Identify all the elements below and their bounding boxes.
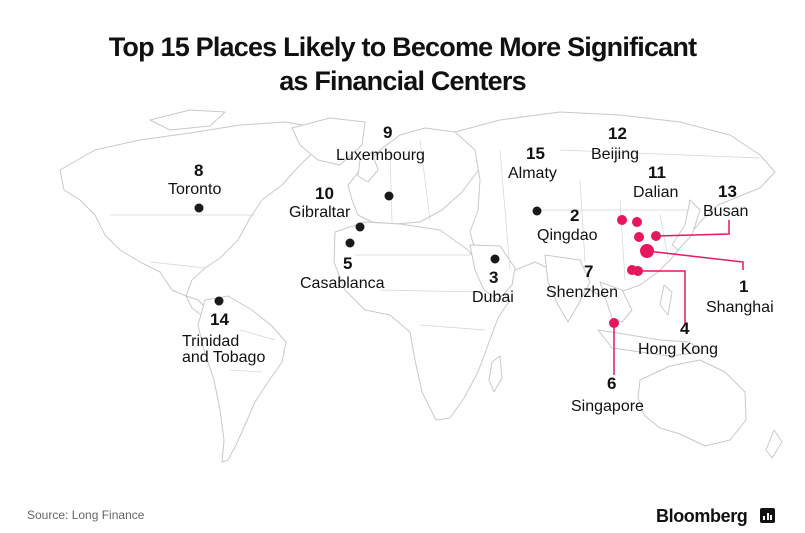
city-label-1: Shanghai <box>706 299 774 316</box>
rank-label-6: 6 <box>607 374 616 393</box>
land-australia <box>637 359 747 447</box>
city-label-14-line1: Trinidad <box>182 333 239 350</box>
rank-label-13: 13 <box>718 182 737 201</box>
land-europe <box>347 127 481 225</box>
marker-10 <box>355 222 365 232</box>
land-british-isles <box>357 151 379 183</box>
marker-15 <box>532 206 542 216</box>
marker-6 <box>609 318 619 328</box>
place-markers: 1 Shanghai 2 Qingdao 3 Dubai 4 Hong Kong 5 Casabl… <box>168 123 774 415</box>
land-philippines <box>659 284 673 316</box>
marker-5 <box>345 238 355 248</box>
city-label-15: Almaty <box>508 165 557 182</box>
rank-label-2: 2 <box>570 206 579 225</box>
city-label-11: Dalian <box>633 184 678 201</box>
land-arctic-islands <box>149 109 226 131</box>
city-label-12: Beijing <box>591 146 639 163</box>
land-masses <box>59 109 783 463</box>
rank-label-12: 12 <box>608 124 627 143</box>
city-label-9: Luxembourg <box>336 147 425 164</box>
marker-7 <box>627 265 637 275</box>
city-label-5: Casablanca <box>300 275 385 292</box>
rank-label-9: 9 <box>383 123 392 142</box>
marker-3 <box>490 254 500 264</box>
land-africa <box>333 221 511 421</box>
source-note: Source: Long Finance <box>27 508 145 522</box>
land-madagascar <box>488 355 503 393</box>
marker-9 <box>384 191 394 201</box>
land-arabia <box>469 244 516 301</box>
rank-label-11: 11 <box>648 163 666 182</box>
rank-label-15: 15 <box>526 144 545 163</box>
marker-1 <box>640 244 654 258</box>
rank-label-3: 3 <box>489 268 498 287</box>
rank-label-8: 8 <box>194 161 203 180</box>
land-new-zealand <box>765 429 783 459</box>
land-greenland <box>291 117 366 166</box>
marker-11 <box>632 217 642 227</box>
country-borders <box>110 139 761 373</box>
chart-title-line-2: as Financial Centers <box>279 66 526 96</box>
chart-title-line-1: Top 15 Places Likely to Become More Sign… <box>108 32 697 62</box>
city-label-6: Singapore <box>571 398 644 415</box>
land-south-america <box>197 295 287 463</box>
marker-14 <box>214 296 224 306</box>
city-label-3: Dubai <box>472 289 514 306</box>
leader-line-13 <box>655 220 730 237</box>
city-label-10: Gibraltar <box>289 204 351 221</box>
marker-12 <box>617 215 627 225</box>
bloomberg-logo: Bloomberg <box>656 506 748 526</box>
bar-chart-icon <box>760 508 775 523</box>
city-label-7: Shenzhen <box>546 284 618 301</box>
city-label-4: Hong Kong <box>638 341 718 358</box>
land-north-america <box>59 121 321 297</box>
leader-line-4 <box>638 270 686 325</box>
rank-label-1: 1 <box>739 277 748 296</box>
marker-13 <box>651 231 661 241</box>
city-label-13: Busan <box>703 203 748 220</box>
city-label-14-line2: and Tobago <box>182 349 265 366</box>
rank-label-7: 7 <box>584 262 593 281</box>
land-india <box>544 254 591 323</box>
leader-line-1 <box>646 250 744 270</box>
rank-label-10: 10 <box>315 184 334 203</box>
city-label-2: Qingdao <box>537 227 598 244</box>
rank-label-14: 14 <box>210 310 229 329</box>
marker-2 <box>634 232 644 242</box>
rank-label-5: 5 <box>343 254 352 273</box>
marker-8 <box>194 203 204 213</box>
rank-label-4: 4 <box>680 319 690 338</box>
city-label-8: Toronto <box>168 181 221 198</box>
land-indonesia <box>597 329 701 357</box>
land-southeast-asia <box>599 281 633 323</box>
land-japan <box>671 199 701 251</box>
